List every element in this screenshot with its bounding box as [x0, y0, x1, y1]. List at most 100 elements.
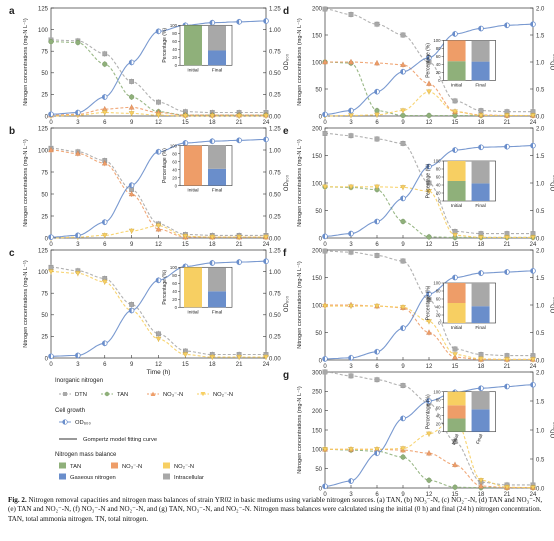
legend-label-mass-tan: TAN: [70, 464, 81, 470]
y2-tick-label: 1.25: [269, 248, 281, 254]
figure-caption: Fig. 2. Nitrogen removal capacities and …: [8, 496, 546, 524]
point-od-half: [48, 234, 51, 240]
point-no2: [101, 110, 108, 116]
legend-swatch-gaseous: [59, 473, 66, 480]
legend-label-mass-intracellular: Intracellular: [174, 475, 204, 481]
x-tick-label: 24: [530, 120, 537, 126]
legend-label-mass-gaseous: Gaseous nitrogen: [70, 475, 116, 481]
y-tick-label: 100: [38, 28, 49, 34]
point-od-half: [236, 19, 240, 25]
x-tick-label: 3: [349, 120, 353, 126]
x-tick-label: 12: [155, 362, 162, 368]
point-no2: [155, 223, 162, 229]
legend-swatch-tan: [59, 462, 66, 469]
point-dtn: [322, 131, 328, 136]
point-od-half: [129, 182, 132, 188]
point-od-half: [263, 258, 266, 264]
point-no3: [426, 329, 432, 335]
y-tick-label: 0: [45, 236, 49, 242]
y2-tick-label: 1.00: [269, 28, 281, 34]
inset-tick-label: 80: [436, 167, 441, 172]
point-od-half: [530, 382, 533, 388]
point-no2: [426, 431, 432, 437]
point-no2: [128, 228, 135, 234]
y-tick-label: 25: [41, 335, 48, 341]
x-tick-label: 9: [130, 242, 134, 248]
y-tick-label: 0: [319, 114, 323, 120]
point-od-half: [530, 143, 533, 148]
y2-tick-label: 0.00: [269, 356, 281, 362]
x-tick-label: 21: [236, 120, 243, 126]
y2-tick-label: 0.5: [536, 331, 545, 337]
panel-b: b 0 25 50 75 100 125 0.00 0.25 0.50 0.75 1.00 1.25 0 3…: [9, 126, 290, 248]
inset-tick-label: 0: [175, 183, 178, 188]
series-tan-curve: [325, 448, 533, 489]
y-axis-label: Nitrogen concentrations (mg-N L⁻¹): [297, 139, 303, 227]
series-tan-curve: [325, 61, 533, 117]
point-no2: [348, 303, 354, 309]
panel-c: c 0 25 50 75 100 125 0.00 0.25 0.50 0.75 1.00 1.25 0 3…: [9, 248, 290, 376]
y-tick-label: 150: [312, 154, 323, 160]
inset-tick-label: 60: [436, 405, 441, 410]
y2-axis-label: OD₆₀₀: [284, 174, 290, 191]
x-tick-label: 0: [323, 364, 327, 370]
legend-label-od: OD₆₀₀: [75, 420, 91, 426]
panel-letter: d: [283, 6, 289, 17]
legend-swatch-no2: [163, 462, 170, 469]
point-od-half: [478, 385, 481, 391]
y2-tick-label: 1.5: [536, 399, 545, 405]
point-od-half: [156, 149, 159, 155]
inset-tick-label: 80: [172, 273, 177, 278]
y2-tick-label: 0.75: [269, 292, 281, 298]
inset-y-label: Percentage (%): [162, 28, 168, 63]
point-no2: [236, 234, 242, 240]
x-tick-label: 9: [401, 120, 405, 126]
legend-title-cell: Cell growth: [55, 408, 85, 414]
x-tick-label: 3: [349, 242, 353, 248]
point-no2: [236, 113, 242, 119]
y2-tick-label: 0.50: [269, 71, 281, 77]
inset-tick-label: 60: [172, 39, 177, 44]
inset-tick-label: 20: [436, 70, 441, 75]
point-no2: [374, 447, 380, 453]
x-tick-label: 21: [504, 364, 511, 370]
inset-category-label: Initial: [451, 203, 462, 209]
inset-y-label: Percentage (%): [426, 394, 432, 429]
inset-tick-label: 80: [436, 289, 441, 294]
point-dtn: [156, 99, 161, 105]
point-no2: [322, 184, 328, 190]
inset-bar-initial-no3: [447, 283, 466, 303]
y2-tick-label: 0.0: [536, 486, 545, 492]
x-tick-label: 0: [49, 120, 53, 126]
inset-bar-final-gaseous: [208, 50, 226, 66]
y2-tick-label: 2.0: [536, 248, 545, 254]
point-dtn: [322, 369, 328, 375]
point-no2: [263, 354, 269, 360]
y2-tick-label: 0.75: [269, 50, 281, 56]
inset-tick-label: 60: [436, 297, 441, 302]
inset-category-label: Final: [212, 309, 222, 315]
y2-tick-label: 0.50: [269, 192, 281, 198]
inset-tick-label: 20: [436, 421, 441, 426]
inset-bar-initial-no3: [184, 145, 202, 186]
inset-tick-label: 40: [172, 47, 177, 52]
point-no2: [478, 235, 484, 241]
point-no3: [101, 160, 108, 166]
legend-label-dtn: DTN: [75, 392, 87, 398]
point-dtn: [129, 302, 134, 307]
point-od-half: [374, 450, 377, 456]
y2-tick-label: 1.0: [536, 303, 545, 309]
point-no2: [478, 356, 484, 362]
x-tick-label: 6: [375, 364, 379, 370]
x-tick-label: 9: [401, 364, 405, 370]
series-no2-curve: [51, 271, 266, 358]
y2-tick-label: 2.0: [536, 6, 545, 12]
y2-axis-label: OD₆₀₀: [284, 53, 290, 70]
inset-tick-label: 20: [436, 191, 441, 196]
point-dtn: [374, 253, 380, 258]
point-no2: [374, 303, 380, 309]
x-tick-label: 18: [478, 242, 485, 248]
